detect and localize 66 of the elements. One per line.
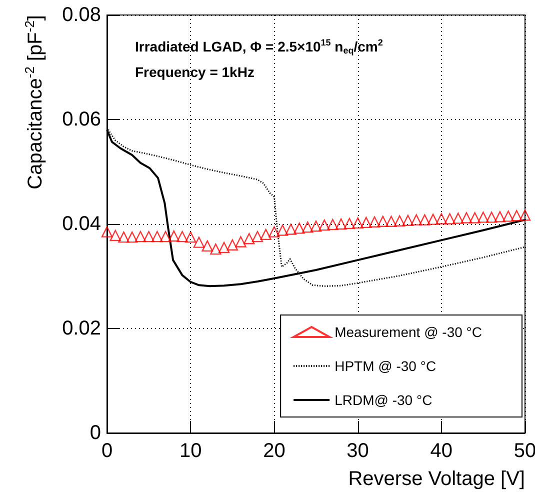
- point: [152, 230, 163, 242]
- point: [235, 236, 246, 248]
- point: [318, 219, 330, 231]
- point: [110, 230, 121, 242]
- y-tick-label: 0.04: [62, 213, 101, 235]
- point: [134, 230, 146, 242]
- point: [260, 228, 272, 240]
- point: [226, 239, 238, 250]
- point: [335, 218, 347, 230]
- x-tick-label: 30: [346, 440, 369, 462]
- legend-label: HPTM @ -30 °C: [334, 358, 436, 374]
- y-tick-label: 0.08: [62, 4, 101, 26]
- legend-label: LRDM@ -30 °C: [334, 392, 432, 408]
- point: [218, 242, 230, 254]
- point: [276, 224, 288, 236]
- point: [444, 213, 456, 224]
- x-axis-title: Reverse Voltage [V]: [348, 468, 525, 490]
- point: [168, 230, 180, 242]
- point: [419, 214, 430, 226]
- point: [244, 233, 255, 244]
- point: [126, 231, 138, 243]
- annotation: Frequency = 1kHz: [135, 64, 254, 80]
- point: [460, 212, 472, 224]
- point: [310, 220, 322, 232]
- y-tick-label: 0: [90, 422, 101, 444]
- point: [285, 224, 297, 235]
- point: [252, 230, 264, 242]
- point: [344, 218, 356, 230]
- point: [368, 216, 380, 228]
- point: [494, 211, 506, 222]
- point: [360, 216, 372, 228]
- point: [394, 215, 406, 226]
- point: [402, 214, 414, 226]
- point: [410, 214, 422, 226]
- x-tick-label: 50: [514, 440, 535, 462]
- point: [478, 212, 489, 223]
- point: [143, 230, 154, 242]
- point: [268, 226, 280, 238]
- point: [160, 230, 172, 242]
- point: [352, 217, 364, 229]
- point: [452, 212, 464, 224]
- point: [294, 222, 305, 234]
- point: [469, 212, 480, 224]
- point: [101, 226, 113, 238]
- x-tick-label: 20: [263, 440, 286, 462]
- point: [486, 212, 498, 223]
- point: [377, 216, 388, 227]
- point: [519, 210, 531, 221]
- point: [193, 236, 205, 248]
- point: [386, 216, 397, 227]
- point: [302, 222, 314, 233]
- point: [427, 214, 439, 225]
- y-tick-label: 0.02: [62, 318, 101, 340]
- point: [202, 240, 213, 252]
- point: [176, 230, 188, 242]
- y-tick-label: 0.06: [62, 108, 101, 130]
- point: [502, 210, 514, 222]
- x-tick-label: 40: [430, 440, 453, 462]
- point: [436, 213, 447, 224]
- x-tick-label: 10: [179, 440, 202, 462]
- point: [327, 218, 338, 230]
- point: [185, 231, 196, 243]
- point: [210, 243, 222, 255]
- legend-label: Measurement @ -30 °C: [334, 324, 482, 340]
- point: [118, 231, 130, 243]
- point: [511, 210, 522, 222]
